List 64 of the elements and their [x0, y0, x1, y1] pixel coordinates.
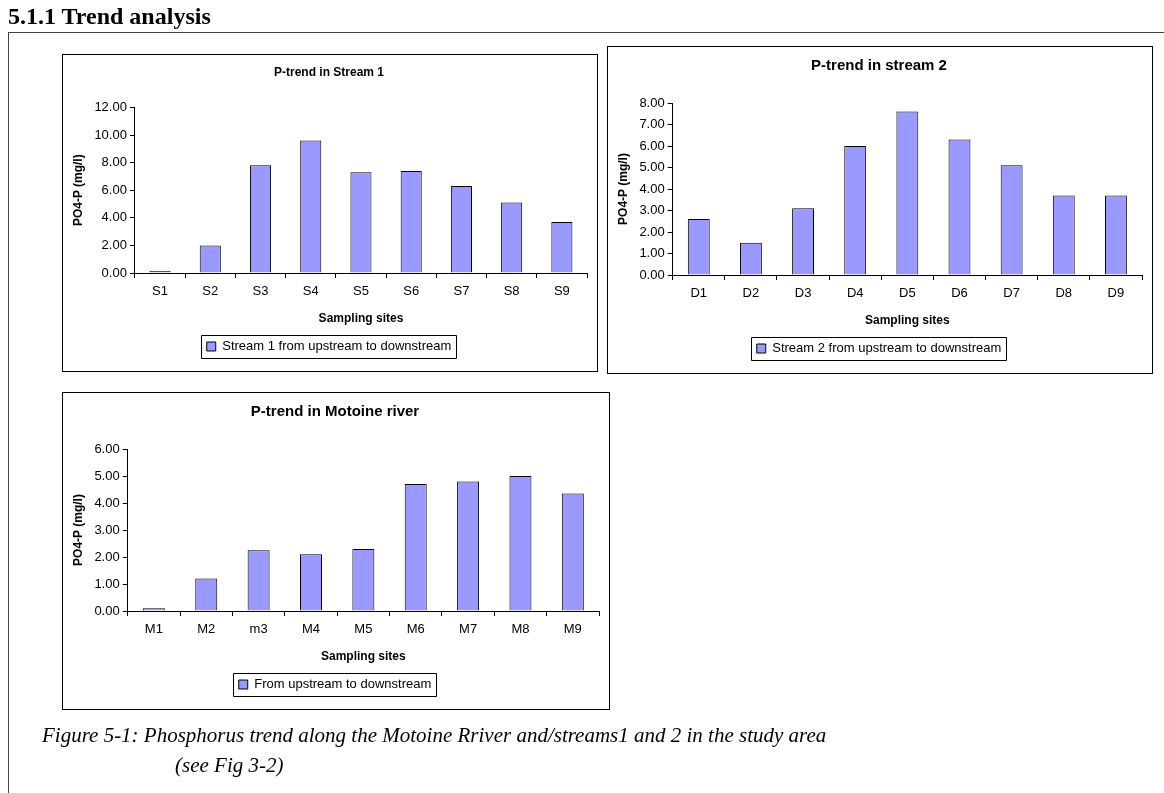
legend-label: Stream 1 from upstream to downstream	[222, 338, 452, 354]
y-tick-label: 0.00	[639, 266, 665, 282]
caption: Figure 5-1: Phosphorus trend along the Motoine Rriver and/streams1 and 2 in the study area (see Fig 3-2)	[42, 722, 828, 779]
x-tick-label: M2	[197, 621, 216, 637]
x-tick-label: D7	[1003, 285, 1020, 301]
y-tick-label: 6.00	[639, 137, 665, 153]
y-tick-label: 6.00	[94, 440, 120, 456]
y-tick-label: 4.00	[639, 180, 665, 196]
x-axis-title: Sampling sites	[865, 313, 951, 328]
y-tick-label: 3.00	[94, 521, 120, 537]
x-tick-label: D5	[899, 285, 916, 301]
y-tick-label: 6.00	[101, 181, 127, 197]
y-tick-label: 4.00	[101, 209, 127, 225]
x-tick-label: S6	[403, 283, 420, 299]
x-tick-label: M7	[459, 621, 478, 637]
x-tick-label: S5	[353, 283, 369, 299]
y-tick-label: 2.00	[101, 236, 127, 252]
x-tick-label: D9	[1107, 285, 1125, 301]
x-tick-label: D4	[846, 285, 864, 301]
y-tick-label: 5.00	[94, 467, 120, 483]
x-tick-label: D6	[951, 285, 968, 301]
chart-title: P-trend in Stream 1	[273, 64, 385, 79]
x-tick-label: M8	[511, 621, 530, 637]
x-tick-label: S2	[202, 283, 219, 299]
y-tick-label: 12.00	[94, 98, 127, 114]
y-tick-label: 2.00	[94, 548, 120, 564]
y-tick-label: 2.00	[639, 223, 665, 239]
x-tick-label: M1	[144, 621, 163, 637]
y-axis-title: PO4-P (mg/l)	[70, 494, 85, 566]
legend-label: Stream 2 from upstream to downstream	[772, 340, 1002, 356]
x-tick-label: D3	[794, 285, 812, 301]
y-axis-title: PO4-P (mg/l)	[615, 153, 630, 225]
y-tick-label: 0.00	[101, 264, 127, 280]
x-tick-label: M4	[301, 621, 321, 637]
x-axis-title: Sampling sites	[318, 311, 404, 326]
y-tick-label: 5.00	[639, 159, 665, 175]
x-tick-label: S9	[553, 283, 570, 299]
x-tick-label: S4	[302, 283, 319, 299]
y-tick-label: 0.00	[94, 602, 120, 618]
x-tick-label: S8	[503, 283, 520, 299]
x-tick-label: M9	[563, 621, 582, 637]
y-tick-label: 8.00	[101, 154, 127, 170]
x-tick-label: S1	[152, 283, 168, 299]
text: 5.1.1 Trend analysis	[8, 2, 211, 30]
x-tick-label: M6	[406, 621, 425, 637]
y-axis-title: PO4-P (mg/l)	[70, 154, 85, 227]
x-tick-label: S7	[453, 283, 470, 299]
x-tick-label: S3	[252, 283, 269, 299]
y-tick-label: 7.00	[639, 116, 665, 132]
x-tick-label: D1	[690, 285, 708, 301]
x-tick-label: M5	[354, 621, 373, 637]
y-tick-label: 1.00	[639, 245, 665, 261]
y-tick-label: 10.00	[94, 126, 127, 142]
x-tick-label: m3	[249, 621, 268, 637]
x-tick-label: D8	[1055, 285, 1073, 301]
y-tick-label: 4.00	[94, 494, 120, 510]
y-tick-label: 3.00	[639, 202, 665, 218]
x-axis-title: Sampling sites	[321, 649, 407, 664]
x-tick-label: D2	[742, 285, 760, 301]
chart-title: P-trend in Motoine river	[250, 402, 420, 420]
y-tick-label: 8.00	[639, 94, 665, 110]
chart-title: P-trend in stream 2	[811, 56, 947, 74]
legend-label: From upstream to downstream	[254, 676, 432, 692]
y-tick-label: 1.00	[94, 575, 120, 591]
